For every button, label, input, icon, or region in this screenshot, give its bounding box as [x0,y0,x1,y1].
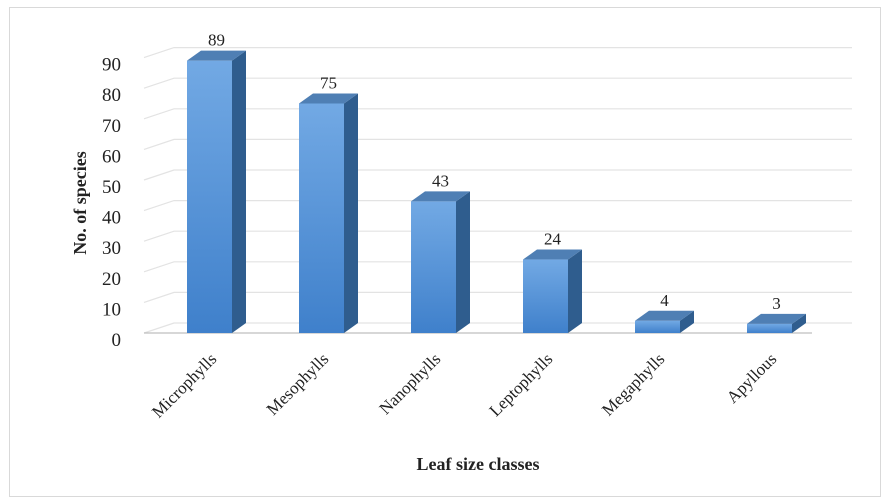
gridline [143,169,852,181]
gridline [143,291,852,303]
gridline [143,108,852,120]
data-label: 89 [208,31,225,50]
bar-front [635,320,680,333]
x-axis-ticks: Microphylls Mesophylls Nanophylls Leptophyl… [148,349,780,421]
bar-top [523,249,582,260]
y-tick-label: 90 [102,55,121,76]
bar-front [187,60,232,333]
y-axis-title: No. of species [70,151,90,254]
data-label: 75 [320,74,337,93]
y-axis-ticks: 0 10 20 30 40 50 60 70 80 90 [102,55,121,351]
bar-front [747,323,792,333]
gridline [143,47,852,59]
bar-side [344,93,358,333]
bar [635,310,694,333]
bar [747,313,806,333]
gridlines [143,47,852,334]
y-tick-label: 80 [102,85,121,106]
data-label: 24 [544,230,562,249]
y-tick-label: 10 [102,299,121,320]
bar-top [187,50,246,61]
bars [187,50,806,333]
y-tick-label: 50 [102,177,121,198]
x-tick-label: Microphylls [148,349,220,421]
y-tick-label: 20 [102,269,121,290]
y-tick-label: 40 [102,208,121,229]
bar-top [299,93,358,104]
bar [411,191,470,333]
bar-front [411,201,456,333]
x-tick-label: Nanophylls [375,349,444,418]
bar-side [680,310,694,333]
bar-top [411,191,470,202]
y-tick-label: 60 [102,146,121,167]
bar-side [568,249,582,333]
data-label: 4 [660,291,669,310]
bar-top [635,310,694,321]
gridline [143,261,852,273]
x-tick-label: Leptophylls [485,349,556,420]
y-tick-label: 30 [102,238,121,259]
bar-side [232,50,246,333]
x-axis-title: Leaf size classes [417,454,540,474]
x-tick-label: Mesophylls [263,349,333,419]
bar-top [747,313,806,324]
bar-front [299,103,344,333]
bar [523,249,582,333]
gridline [143,230,852,242]
gridline [143,200,852,212]
x-tick-label: Apyllous [723,349,781,407]
y-tick-label: 70 [102,116,121,137]
bar [187,50,246,333]
data-label: 43 [432,171,449,190]
x-tick-label: Megaphylls [598,349,668,419]
y-tick-label: 0 [112,330,122,351]
bar [299,93,358,333]
data-label: 3 [772,294,781,313]
gridline [143,77,852,89]
bar-side [792,313,806,333]
gridline [143,138,852,150]
bar-side [456,191,470,333]
gridline [143,322,852,334]
bar-front [523,259,568,333]
